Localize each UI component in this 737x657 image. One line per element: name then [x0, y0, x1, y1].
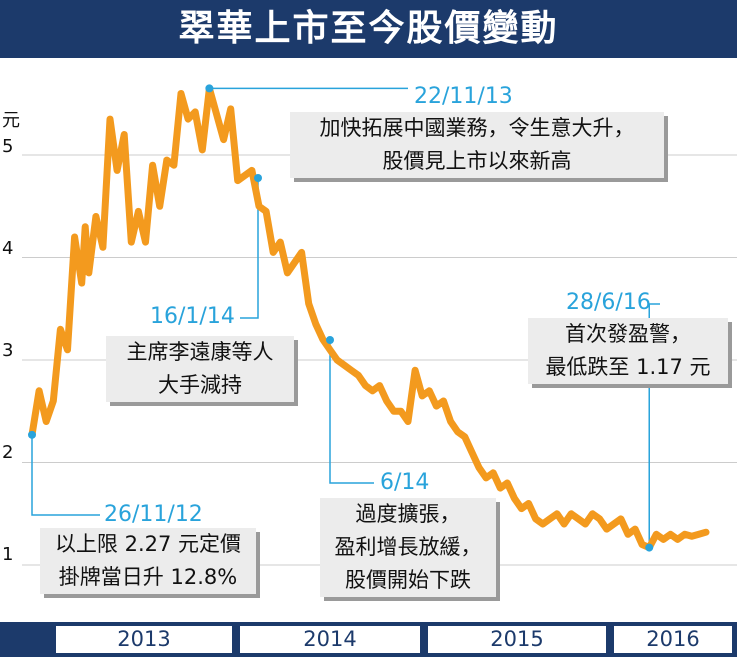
annotation-text: 加快拓展中國業務，令生意大升， — [319, 116, 635, 140]
annotation-text: 股價開始下跌 — [345, 568, 471, 592]
annotation-box-decline: 過度擴張， 盈利增長放緩， 股價開始下跌 — [320, 498, 496, 597]
annotation-text: 大手減持 — [158, 373, 242, 397]
x-tick-2013: 2013 — [56, 626, 232, 653]
annotation-date-profit-warning: 28/6/16 — [566, 290, 651, 315]
annotation-date-listing: 26/11/12 — [104, 502, 203, 527]
annotation-leader-line — [31, 434, 100, 516]
annotation-text: 首次發盈警， — [565, 322, 691, 346]
y-tick-2: 2 — [2, 442, 14, 463]
annotation-box-listing: 以上限 2.27 元定價 掛牌當日升 12.8% — [40, 528, 256, 594]
annotation-marker — [254, 174, 262, 182]
chart-title: 翠華上市至今股價變動 — [0, 0, 737, 58]
annotation-marker — [645, 543, 654, 552]
annotation-leader-line — [329, 340, 374, 484]
y-tick-5: 5 — [2, 136, 14, 157]
annotation-text: 以上限 2.27 元定價 — [54, 532, 242, 556]
y-tick-3: 3 — [2, 340, 14, 361]
annotation-date-high: 22/11/13 — [414, 84, 513, 109]
annotation-text: 股價見上市以來新高 — [382, 149, 572, 173]
annotation-marker — [28, 430, 36, 439]
annotation-date-selldown: 16/1/14 — [150, 304, 235, 329]
annotation-date-decline: 6/14 — [380, 470, 430, 495]
annotation-box-profit-warning: 首次發盈警， 最低跌至 1.17 元 — [528, 318, 728, 384]
annotation-box-selldown: 主席李遠康等人 大手減持 — [106, 336, 294, 402]
x-tick-2014: 2014 — [240, 626, 420, 653]
y-tick-1: 1 — [2, 544, 14, 565]
annotation-leader-line — [648, 303, 660, 548]
y-tick-4: 4 — [2, 238, 14, 259]
annotation-text: 主席李遠康等人 — [126, 340, 274, 364]
annotation-text: 盈利增長放緩， — [334, 535, 482, 559]
annotation-text: 最低跌至 1.17 元 — [545, 355, 711, 379]
annotation-text: 過度擴張， — [355, 502, 461, 526]
annotation-box-high: 加快拓展中國業務，令生意大升， 股價見上市以來新高 — [290, 112, 664, 178]
annotation-leader-line — [240, 178, 259, 319]
annotation-text: 掛牌當日升 12.8% — [58, 565, 238, 589]
annotation-marker — [326, 336, 334, 344]
x-tick-2015: 2015 — [428, 626, 606, 653]
annotation-marker — [205, 84, 214, 93]
price-series-line — [28, 84, 710, 552]
y-axis-label: 元 — [2, 110, 20, 131]
x-tick-2016: 2016 — [614, 626, 732, 653]
